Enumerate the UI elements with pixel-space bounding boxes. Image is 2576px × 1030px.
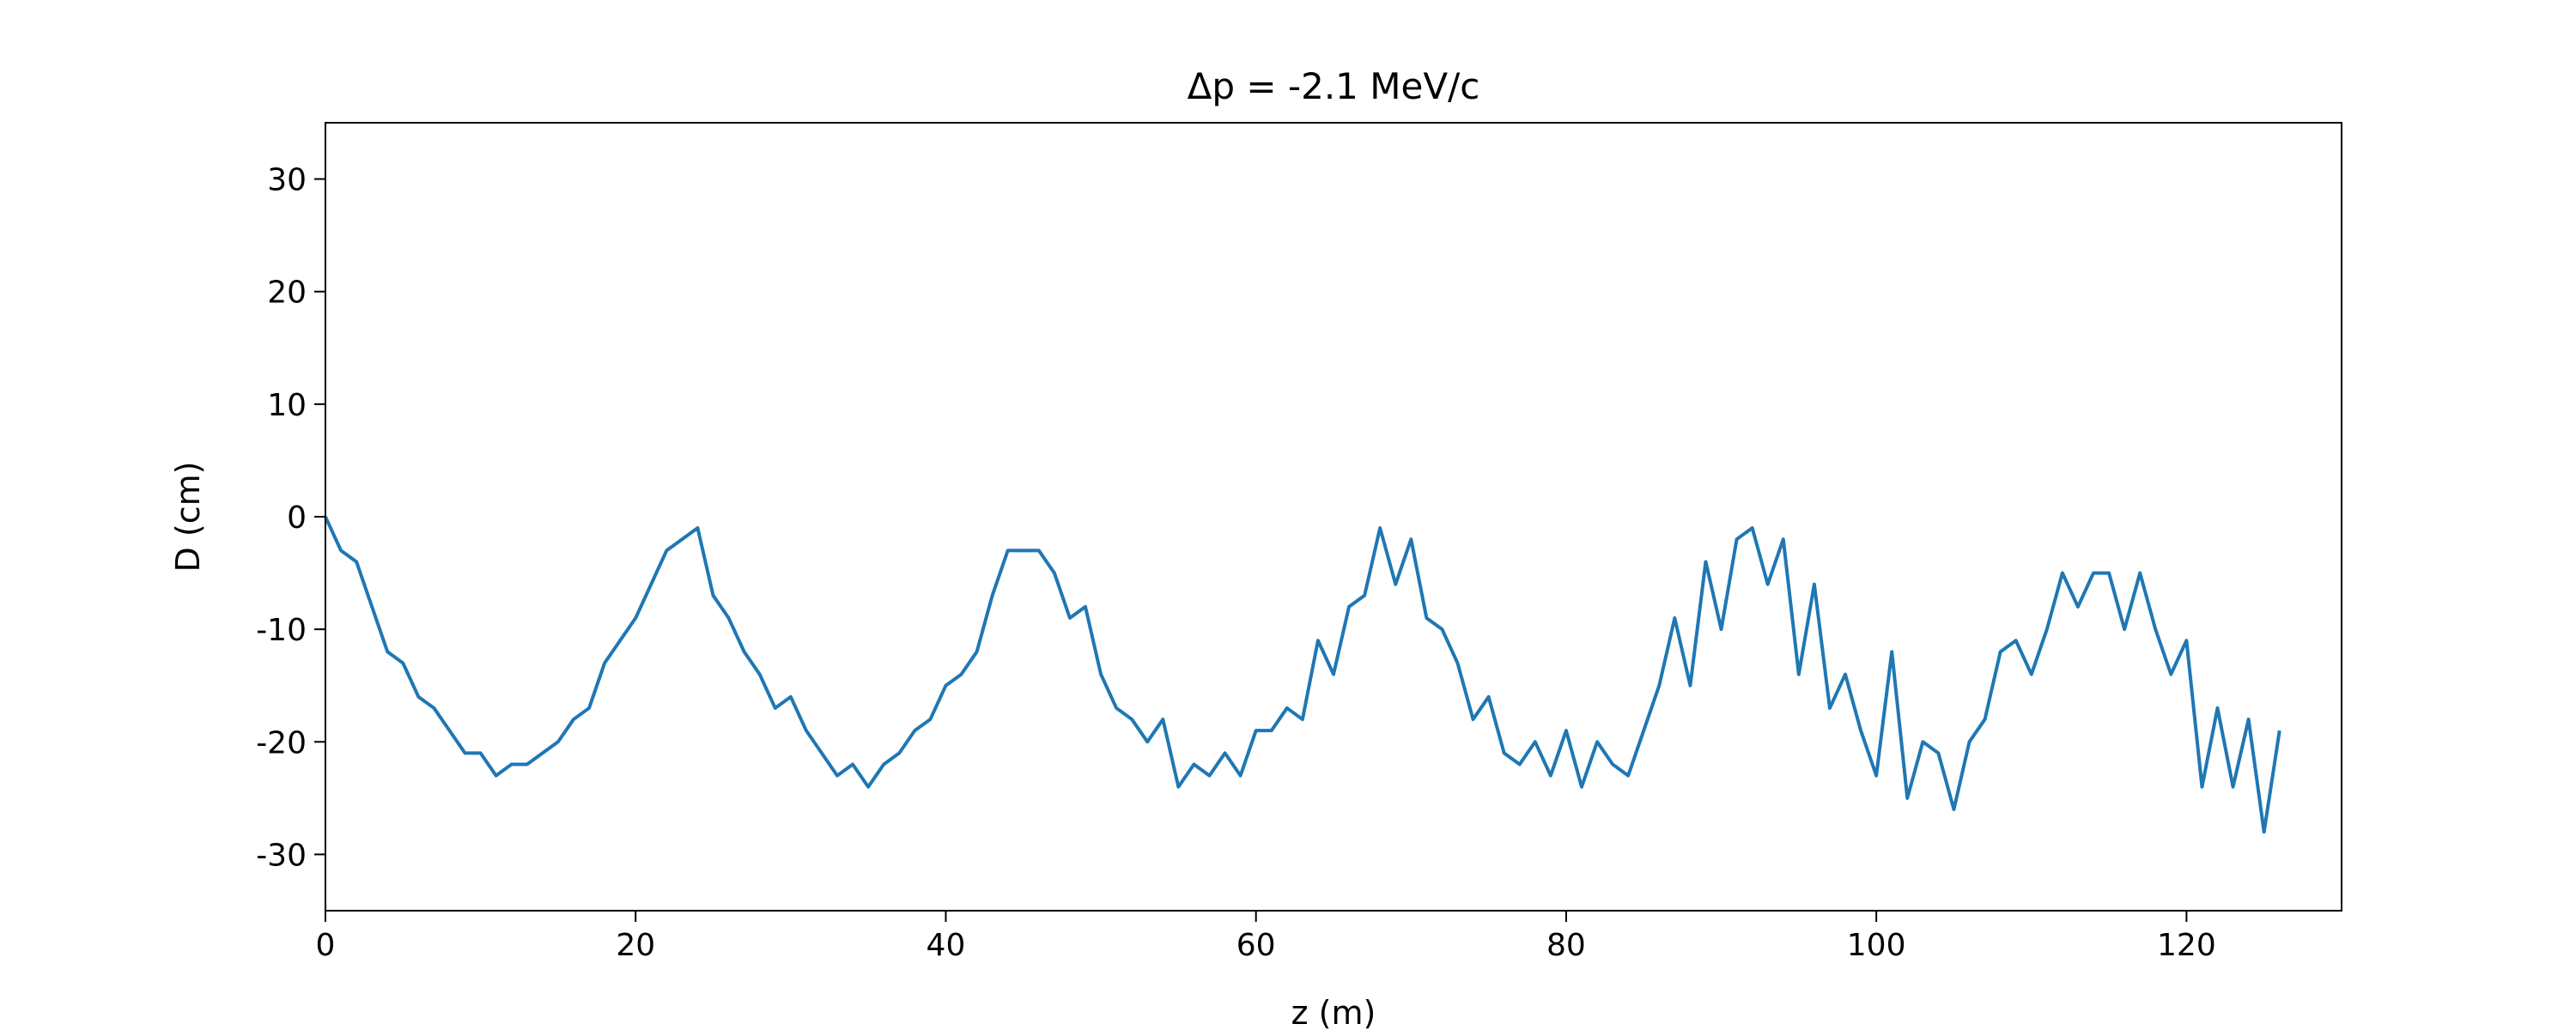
plot-frame	[325, 122, 2342, 912]
x-axis-label: z (m)	[1291, 994, 1376, 1030]
x-tick-label: 40	[927, 928, 966, 963]
x-tick-label: 80	[1546, 928, 1586, 963]
y-tick-label: -10	[256, 613, 307, 648]
y-tick-label: -30	[256, 838, 307, 873]
y-tick-label: -20	[256, 725, 307, 760]
x-tick-label: 0	[316, 928, 336, 963]
x-tick-label: 100	[1847, 928, 1906, 963]
chart-title: Δp = -2.1 MeV/c	[1188, 65, 1480, 107]
data-line	[324, 516, 2281, 834]
y-tick-label: 30	[267, 163, 307, 198]
x-tick-label: 120	[2157, 928, 2216, 963]
x-tick-label: 20	[616, 928, 655, 963]
y-tick-label: 0	[287, 500, 307, 536]
y-axis-label: D (cm)	[169, 462, 207, 573]
x-tick-label: 60	[1236, 928, 1276, 963]
y-tick-label: 10	[267, 388, 307, 423]
y-tick-label: 20	[267, 276, 307, 311]
